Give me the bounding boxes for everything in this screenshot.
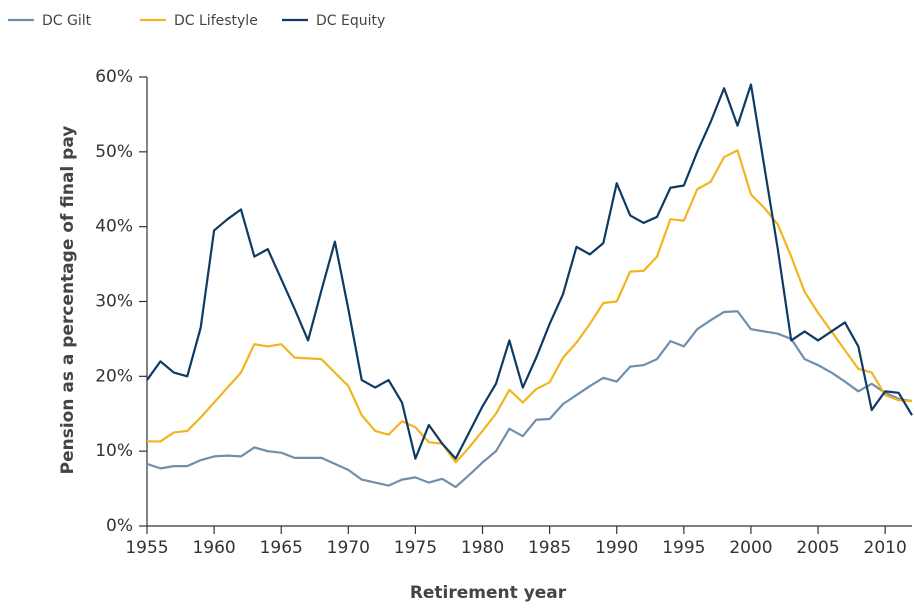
y-tick-label: 20% — [95, 366, 133, 386]
y-axis-title: Pension as a percentage of final pay — [58, 126, 78, 475]
series-line — [147, 149, 913, 464]
y-tick-label: 40% — [95, 217, 133, 237]
series-line — [146, 83, 913, 460]
x-tick-label: 1960 — [192, 538, 235, 558]
y-tick-label: 0% — [106, 516, 133, 536]
y-tick-label: 10% — [95, 441, 133, 461]
x-tick-label: 1965 — [260, 538, 303, 558]
x-tick-label: 1990 — [595, 538, 638, 558]
x-tick-label: 1975 — [394, 538, 437, 558]
x-tick-label: 2005 — [796, 538, 839, 558]
x-tick-label: 2000 — [729, 538, 772, 558]
legend-label: DC Gilt — [42, 13, 92, 29]
y-tick-label: 60% — [95, 67, 133, 87]
y-tick-label: 30% — [95, 292, 133, 312]
x-tick-label: 1995 — [662, 538, 705, 558]
x-tick-label: 1955 — [125, 538, 168, 558]
series-line — [146, 310, 913, 489]
x-tick-label: 1970 — [327, 538, 370, 558]
x-tick-label: 1985 — [528, 538, 571, 558]
x-tick-label: 1980 — [461, 538, 504, 558]
legend-label: DC Equity — [316, 13, 385, 29]
y-tick-label: 50% — [95, 142, 133, 162]
legend-label: DC Lifestyle — [174, 13, 258, 29]
x-tick-label: 2010 — [864, 538, 907, 558]
x-axis-title: Retirement year — [410, 583, 567, 603]
